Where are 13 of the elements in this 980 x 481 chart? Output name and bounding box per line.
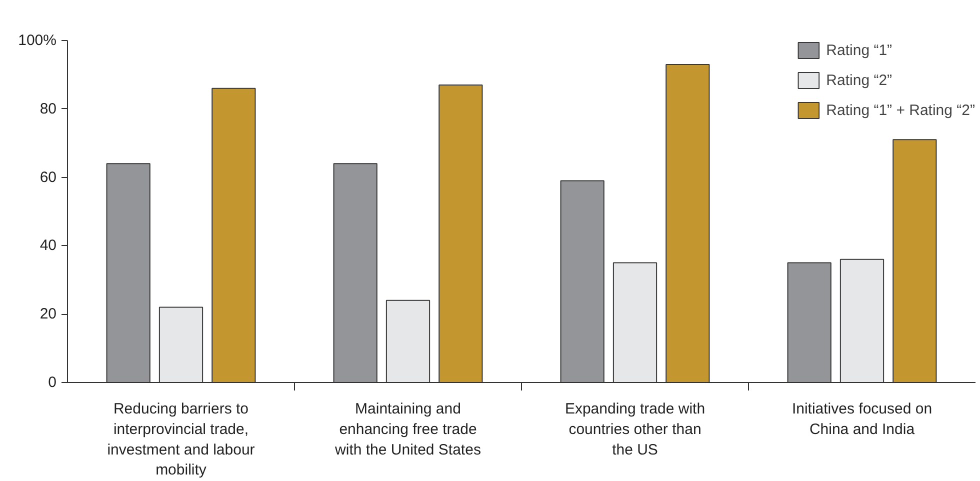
legend-label: Rating “1” + Rating “2” <box>826 102 975 118</box>
x-tick-label: Expanding trade with countries other than the US <box>564 400 706 458</box>
y-tick-label: 0 <box>48 374 56 391</box>
y-tick-label: 80 <box>40 100 57 118</box>
legend-label: Rating “2” <box>826 72 892 88</box>
legend-label: Rating “1” <box>826 42 892 58</box>
y-tick-label: 20 <box>40 306 57 323</box>
y-tick-label: 40 <box>40 237 57 254</box>
x-tick-label: Maintaining and enhancing free trade with the United States <box>334 400 481 458</box>
y-tick-label: 100% <box>18 32 57 49</box>
x-tick-label: Initiatives focused on China and India <box>792 400 932 438</box>
y-tick-label: 60 <box>40 168 57 186</box>
x-tick-label: Reducing barriers to interprovincial trade, investment and labour mobility <box>107 400 255 479</box>
